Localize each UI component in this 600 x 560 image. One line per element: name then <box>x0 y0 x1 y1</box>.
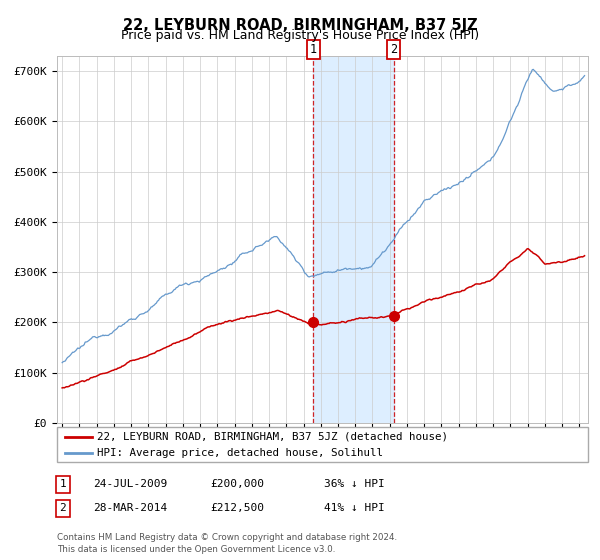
Text: £212,500: £212,500 <box>210 503 264 514</box>
Text: 28-MAR-2014: 28-MAR-2014 <box>93 503 167 514</box>
Text: HPI: Average price, detached house, Solihull: HPI: Average price, detached house, Soli… <box>97 447 383 458</box>
Text: 2: 2 <box>390 43 397 56</box>
Text: 2: 2 <box>59 503 67 514</box>
Text: £200,000: £200,000 <box>210 479 264 489</box>
Text: This data is licensed under the Open Government Licence v3.0.: This data is licensed under the Open Gov… <box>57 545 335 554</box>
FancyBboxPatch shape <box>57 427 588 462</box>
Text: 22, LEYBURN ROAD, BIRMINGHAM, B37 5JZ: 22, LEYBURN ROAD, BIRMINGHAM, B37 5JZ <box>122 18 478 33</box>
Bar <box>313 56 394 423</box>
Text: 24-JUL-2009: 24-JUL-2009 <box>93 479 167 489</box>
Text: 22, LEYBURN ROAD, BIRMINGHAM, B37 5JZ (detached house): 22, LEYBURN ROAD, BIRMINGHAM, B37 5JZ (d… <box>97 432 448 442</box>
Text: 41% ↓ HPI: 41% ↓ HPI <box>324 503 385 514</box>
Text: 1: 1 <box>59 479 67 489</box>
Text: 36% ↓ HPI: 36% ↓ HPI <box>324 479 385 489</box>
Text: Price paid vs. HM Land Registry's House Price Index (HPI): Price paid vs. HM Land Registry's House … <box>121 29 479 42</box>
Text: 1: 1 <box>310 43 317 56</box>
Text: Contains HM Land Registry data © Crown copyright and database right 2024.: Contains HM Land Registry data © Crown c… <box>57 533 397 542</box>
